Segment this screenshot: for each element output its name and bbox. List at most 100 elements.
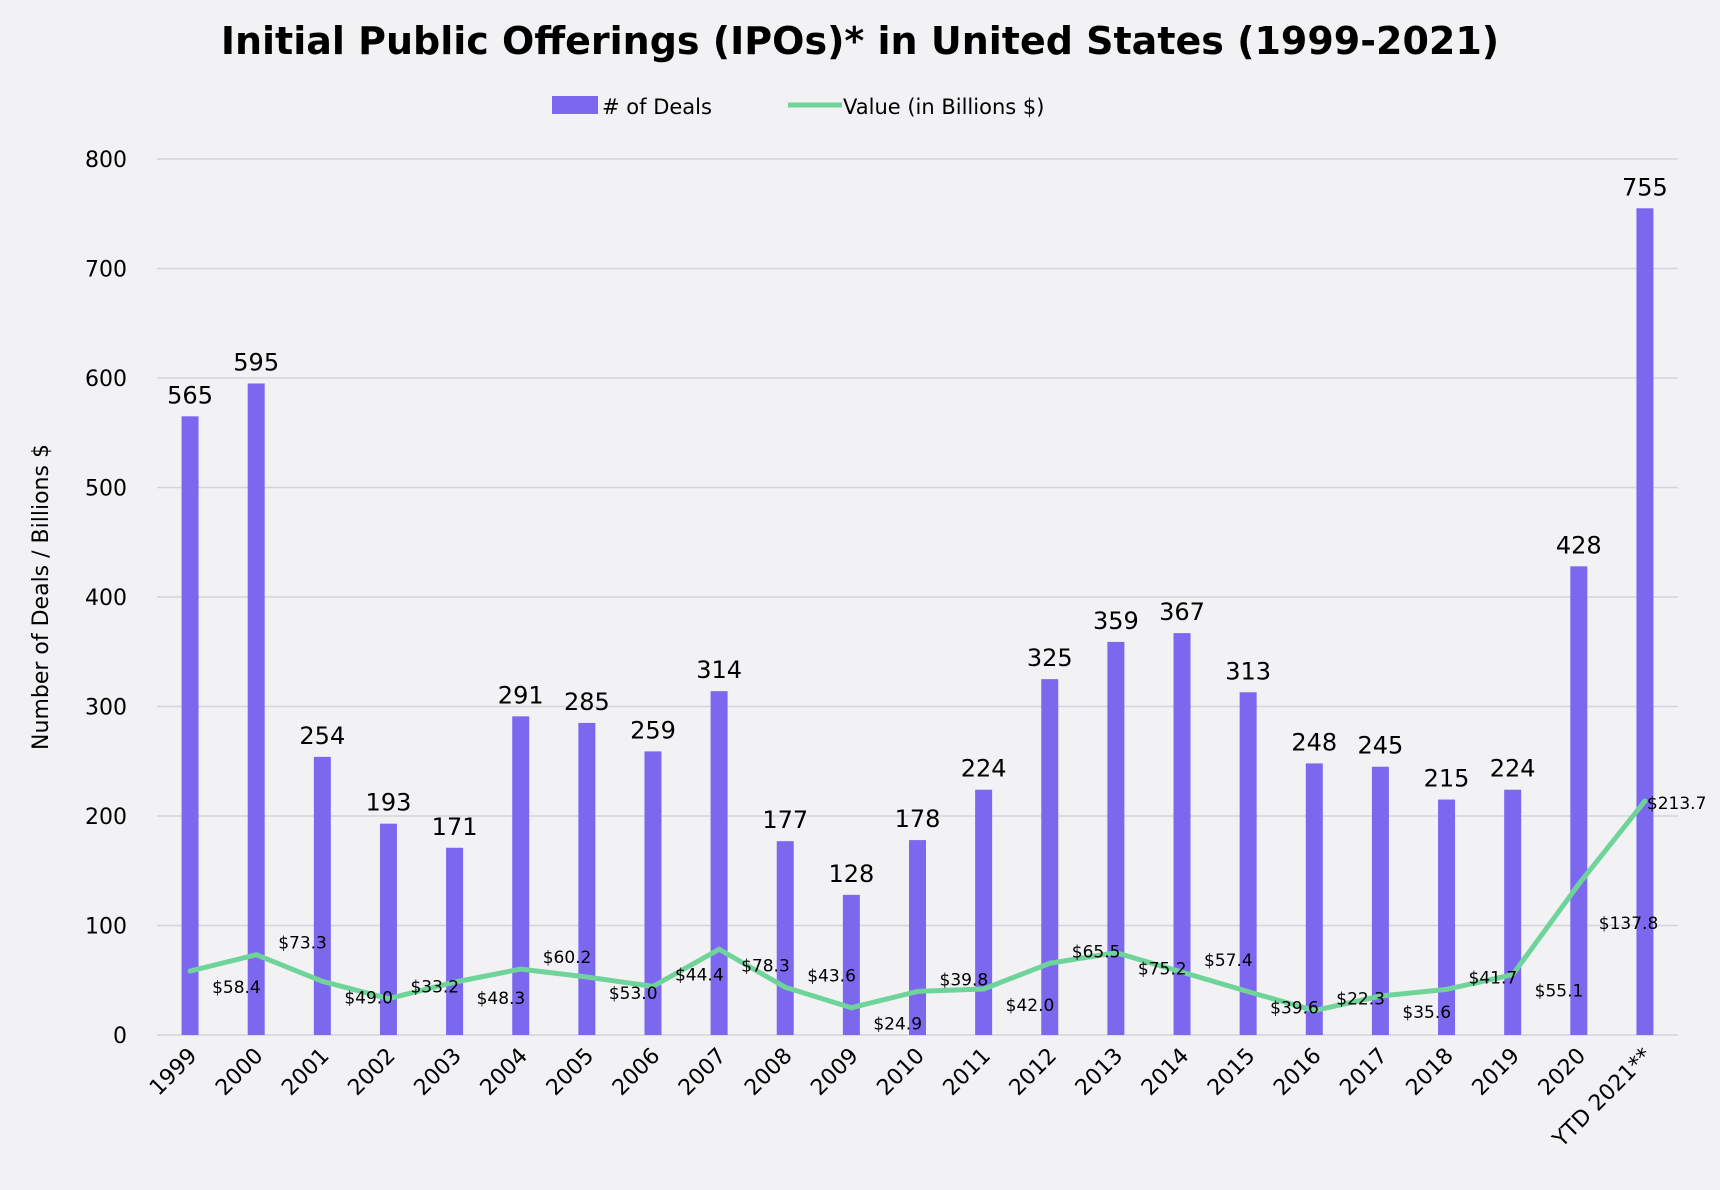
value-point: [716, 946, 722, 952]
x-tick-label: 2004: [476, 1044, 533, 1101]
bar-deals: [1438, 799, 1456, 1035]
x-tick-label: 2014: [1137, 1044, 1194, 1101]
bar-deals: [1239, 692, 1257, 1035]
bar-data-label: 565: [167, 381, 213, 409]
x-tick-label: 2000: [211, 1044, 268, 1101]
bar-deals: [446, 847, 464, 1035]
bar-data-label: 291: [498, 681, 544, 709]
x-tick-label: 2009: [806, 1044, 863, 1101]
bar-data-label: 313: [1225, 657, 1271, 685]
bar-deals: [975, 789, 993, 1035]
bar-deals: [181, 416, 199, 1035]
value-point: [782, 984, 788, 990]
bar-deals: [1570, 566, 1588, 1035]
line-data-label: $73.3: [278, 934, 327, 954]
legend-label-value: Value (in Billions $): [843, 95, 1044, 119]
line-data-label: $75.2: [1138, 960, 1187, 980]
bar-deals: [1371, 766, 1389, 1035]
bar-data-label: 325: [1027, 644, 1073, 672]
value-point: [187, 968, 193, 974]
y-tick-label: 200: [85, 805, 127, 830]
bar-data-label: 314: [696, 656, 742, 684]
line-data-label: $41.7: [1469, 968, 1518, 988]
bar-data-label: 128: [828, 860, 874, 888]
bar-data-label: 755: [1622, 173, 1668, 201]
x-tick-label: 2011: [939, 1044, 996, 1101]
line-data-label: $22.3: [1336, 990, 1385, 1010]
x-tick-label: 2008: [740, 1044, 797, 1101]
value-point: [1047, 960, 1053, 966]
x-tick-label: 2005: [542, 1044, 599, 1101]
y-tick-label: 500: [85, 477, 127, 502]
value-point: [452, 979, 458, 985]
value-point: [518, 966, 524, 972]
bar-data-label: 248: [1291, 728, 1337, 756]
line-data-label: $58.4: [212, 978, 261, 998]
line-data-label: $35.6: [1402, 1003, 1451, 1023]
x-tick-label: 2012: [1005, 1044, 1062, 1101]
value-point: [253, 952, 259, 958]
value-point: [848, 1005, 854, 1011]
bar-data-label: 367: [1159, 598, 1205, 626]
chart-title: Initial Public Offerings (IPOs)* in Unit…: [221, 19, 1499, 63]
line-data-label: $55.1: [1535, 982, 1584, 1002]
x-tick-label: 2020: [1534, 1044, 1591, 1101]
bar-data-label: 224: [1490, 755, 1536, 783]
value-point: [1444, 986, 1450, 992]
line-data-label: $33.2: [410, 978, 459, 998]
bar-data-label: 215: [1424, 765, 1470, 793]
value-point: [584, 974, 590, 980]
bar-data-label: 177: [762, 806, 808, 834]
x-tick-label: 2016: [1269, 1044, 1326, 1101]
value-point: [385, 996, 391, 1002]
bar-data-label: 254: [299, 722, 345, 750]
bar-data-label: 224: [961, 755, 1007, 783]
line-data-label: $78.3: [741, 956, 790, 976]
bar-data-label: 428: [1556, 531, 1602, 559]
bar-data-label: 359: [1093, 607, 1139, 635]
value-point: [1642, 798, 1648, 804]
x-tick-label: 2017: [1335, 1044, 1392, 1101]
line-data-label: $48.3: [477, 989, 526, 1009]
legend-swatch-deals: [552, 96, 598, 114]
line-data-label: $43.6: [807, 966, 856, 986]
value-point: [1245, 989, 1251, 995]
line-data-label: $53.0: [609, 984, 658, 1004]
bar-deals: [1504, 789, 1522, 1035]
bar-data-label: 259: [630, 716, 676, 744]
x-tick-label: 2006: [608, 1044, 665, 1101]
bar-deals: [1173, 633, 1191, 1035]
value-point: [981, 986, 987, 992]
line-data-label: $24.9: [873, 1015, 922, 1035]
bar-deals: [247, 383, 265, 1036]
legend-label-deals: # of Deals: [602, 95, 712, 119]
bar-deals: [379, 823, 397, 1035]
value-point: [1576, 881, 1582, 887]
x-tick-label: 2019: [1468, 1044, 1525, 1101]
x-tick-label: 2015: [1203, 1044, 1260, 1101]
bar-deals: [1305, 763, 1323, 1035]
line-data-label: $42.0: [1006, 996, 1055, 1016]
y-tick-label: 700: [85, 258, 127, 283]
bar-deals: [776, 841, 794, 1035]
x-tick-label: 2003: [410, 1044, 467, 1101]
value-point: [1179, 969, 1185, 975]
line-data-label: $49.0: [344, 988, 393, 1008]
bar-deals: [1636, 208, 1654, 1035]
bar-deals: [909, 840, 926, 1035]
y-tick-label: 400: [85, 586, 127, 611]
bar-data-label: 193: [366, 789, 412, 817]
x-tick-label: 2001: [277, 1044, 334, 1101]
bar-deals: [313, 756, 331, 1035]
x-tick-label: 1999: [145, 1044, 202, 1101]
value-point: [915, 988, 920, 994]
y-tick-label: 600: [85, 367, 127, 392]
value-point: [1510, 972, 1516, 978]
value-point: [1113, 950, 1119, 956]
y-tick-label: 800: [85, 148, 127, 173]
bar-deals: [1107, 641, 1125, 1035]
value-point: [1377, 993, 1383, 999]
x-tick-label: 2002: [343, 1044, 400, 1101]
x-tick-label: 2018: [1402, 1044, 1459, 1101]
